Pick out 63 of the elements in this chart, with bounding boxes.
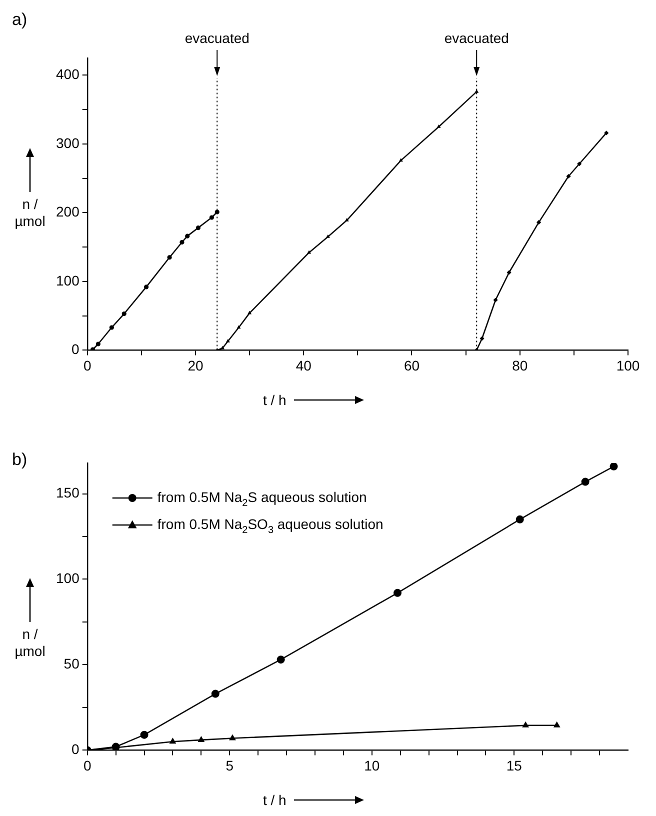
point bbox=[211, 690, 220, 698]
point bbox=[581, 478, 590, 486]
point bbox=[196, 226, 200, 230]
point bbox=[604, 130, 609, 136]
point bbox=[536, 220, 542, 225]
x-tick-label: 0 bbox=[83, 357, 92, 374]
point bbox=[493, 298, 498, 302]
point bbox=[169, 738, 176, 744]
y-tick-label: 50 bbox=[64, 656, 80, 672]
x-tick-label: 80 bbox=[512, 357, 528, 374]
y-axis-title: n /µmol bbox=[14, 626, 46, 660]
chart-title: a) bbox=[12, 10, 28, 30]
point bbox=[577, 162, 582, 166]
point bbox=[553, 721, 560, 728]
x-tick-label: 20 bbox=[188, 357, 204, 374]
x-axis-title: t / h bbox=[263, 792, 286, 808]
x-tick-label: 10 bbox=[364, 757, 380, 774]
y-tick-label: 400 bbox=[56, 66, 80, 82]
ref-line-label: evacuated bbox=[444, 30, 509, 46]
y-tick-label: 100 bbox=[56, 570, 80, 586]
chart-title: b) bbox=[12, 450, 28, 470]
point bbox=[610, 463, 618, 470]
point bbox=[167, 255, 172, 260]
point bbox=[122, 311, 126, 316]
point bbox=[566, 174, 571, 179]
point bbox=[209, 215, 214, 220]
x-tick-label: 0 bbox=[83, 757, 92, 774]
y-tick-label: 0 bbox=[72, 341, 80, 358]
point bbox=[480, 336, 484, 341]
x-tick-label: 60 bbox=[404, 357, 420, 374]
point bbox=[474, 89, 479, 93]
point bbox=[144, 284, 149, 290]
y-tick-label: 0 bbox=[72, 741, 80, 758]
point bbox=[436, 124, 441, 128]
point bbox=[326, 234, 330, 238]
point bbox=[506, 270, 512, 275]
x-tick-label: 15 bbox=[506, 757, 522, 774]
point bbox=[229, 734, 236, 740]
point bbox=[185, 234, 190, 238]
point bbox=[516, 515, 524, 524]
ref-line-label: evacuated bbox=[184, 30, 250, 46]
x-axis-title: t / h bbox=[263, 392, 286, 408]
point bbox=[394, 588, 402, 597]
point bbox=[198, 736, 205, 742]
point bbox=[522, 721, 530, 728]
x-tick-label: 5 bbox=[226, 757, 234, 774]
y-tick-label: 150 bbox=[56, 484, 80, 501]
y-tick-label: 300 bbox=[56, 134, 80, 151]
point bbox=[226, 338, 230, 342]
y-axis-title: n /µmol bbox=[14, 196, 46, 230]
x-tick-label: 40 bbox=[296, 357, 312, 374]
point bbox=[276, 656, 285, 664]
point bbox=[96, 342, 100, 346]
point bbox=[398, 158, 403, 162]
point bbox=[109, 325, 114, 330]
point bbox=[220, 346, 225, 350]
y-tick-label: 200 bbox=[56, 204, 80, 220]
x-tick-label: 100 bbox=[616, 357, 640, 374]
y-tick-label: 100 bbox=[56, 272, 80, 288]
point bbox=[344, 218, 349, 222]
point bbox=[140, 730, 148, 739]
point bbox=[236, 325, 241, 329]
point bbox=[180, 240, 184, 245]
